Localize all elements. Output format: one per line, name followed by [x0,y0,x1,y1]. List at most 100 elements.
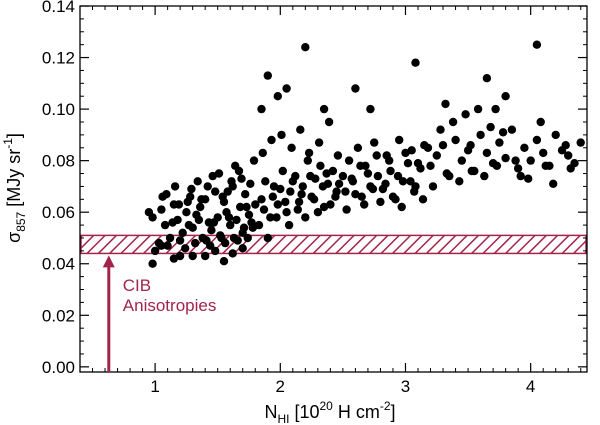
data-point [541,161,550,170]
data-point [324,117,334,127]
data-point [266,213,275,222]
data-point [461,110,470,119]
data-point [183,197,192,207]
data-point [516,171,525,181]
data-point [366,104,375,114]
data-point [536,117,545,127]
data-point [211,246,220,256]
data-point [296,125,305,134]
data-point [286,187,295,196]
data-point [316,161,325,170]
data-point [257,104,266,114]
data-point [209,218,219,227]
data-point [386,166,395,176]
data-point [236,202,245,212]
x-tick-label: 1 [150,377,159,396]
data-point [163,241,172,250]
data-point [498,128,508,137]
data-point [219,257,229,266]
data-point [221,238,230,248]
data-point [150,246,160,256]
data-point [263,233,272,243]
data-point [333,151,343,160]
data-point [287,143,296,152]
data-point [432,151,441,160]
x-tick-label: 3 [401,377,410,396]
data-point [482,148,492,158]
data-point [322,169,331,178]
data-point [165,233,175,243]
data-point [226,220,235,230]
data-point [482,74,492,83]
data-point [227,177,236,186]
data-point [246,179,255,188]
data-point [334,179,344,188]
data-point [175,236,185,245]
y-tick-label: 0.12 [42,49,75,68]
data-point [423,143,433,152]
data-point [277,130,286,140]
data-point [282,208,291,217]
data-point [418,195,428,204]
data-point [476,130,485,140]
data-point [501,153,510,163]
data-point [251,200,260,209]
data-point [376,197,385,207]
data-point [491,104,500,114]
data-point [314,138,324,147]
data-point [331,192,340,201]
data-point [411,58,420,67]
data-point [401,148,410,158]
data-point [520,143,529,152]
data-point [385,156,394,165]
data-point [549,179,558,188]
data-point [395,135,404,145]
data-point [263,71,272,80]
data-point [426,161,435,170]
data-point [532,40,542,49]
data-point [243,233,252,243]
data-point [351,84,360,93]
data-point [486,122,495,132]
y-tick-label: 0.02 [42,306,75,325]
axes-layer: 1 2 3 4 0.00 0.02 0.04 0.06 0.08 0.10 0.12 0.14 [42,0,588,396]
data-point [168,218,177,227]
data-point [397,202,406,212]
data-point [342,205,351,214]
data-point [157,205,166,214]
data-point [532,135,542,145]
data-point [184,220,194,230]
data-point [254,220,264,230]
data-point [357,192,366,201]
data-point [551,130,560,140]
data-point [576,138,585,147]
data-point [188,251,197,261]
data-point [276,184,285,194]
data-point [501,92,510,101]
cib-arrow-head [102,255,115,268]
data-point [303,156,312,165]
data-point [301,43,310,52]
data-point [473,104,483,114]
data-point [261,177,270,186]
data-point [304,148,314,158]
data-point [564,151,573,160]
data-point [160,220,170,230]
data-point [319,202,329,212]
data-point [267,135,276,145]
data-point [466,141,475,150]
data-point [247,218,256,227]
data-point [455,177,464,186]
data-point [169,254,179,263]
data-point [507,125,517,134]
data-point [294,197,304,207]
y-axis-label: σ857 [MJy sr-1] [1,133,28,243]
data-point [511,156,520,165]
data-point [272,213,281,222]
data-point [566,164,575,173]
y-tick-label: 0.14 [42,0,75,16]
data-point [207,226,216,235]
data-point [234,166,244,176]
data-point [306,171,315,181]
